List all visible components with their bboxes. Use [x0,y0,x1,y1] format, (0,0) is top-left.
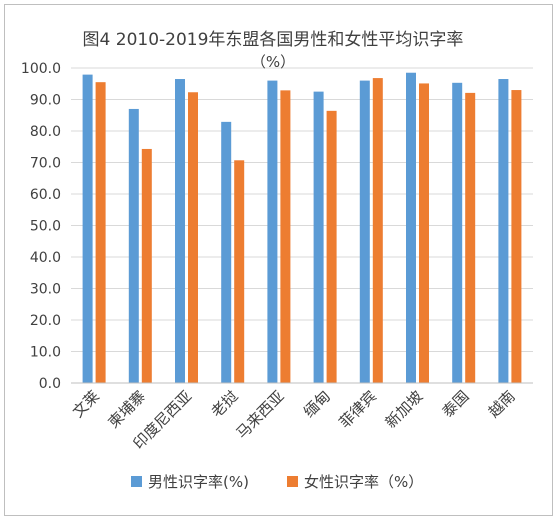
bar-male-0 [82,74,93,384]
bar-male-2 [175,79,185,384]
legend-swatch-female [287,476,298,487]
legend: 男性识字率(%) 女性识字率（%） [131,473,423,491]
legend-swatch-male [131,476,142,487]
bar-male-3 [221,121,232,384]
y-tick-label: 20.0 [30,313,61,329]
x-tick-label: 柬埔寨 [105,387,150,432]
bar-female-4 [280,90,291,384]
legend-label-male: 男性识字率(%) [148,473,249,491]
y-axis-ticks: 0.0 10.0 20.0 30.0 40.0 50.0 60.0 70.0 80.0 90.0 1… [21,61,61,392]
bar-female-8 [465,92,476,383]
chart-frame: 0.0 10.0 20.0 30.0 40.0 50.0 60.0 70.0 80.0 90.0 1… [4,4,553,516]
x-tick-label: 越南 [485,387,519,421]
x-tick-label: 菲律宾 [336,387,381,432]
bar-male-7 [406,72,416,383]
y-tick-label: 40.0 [30,250,61,266]
bar-male-5 [313,91,324,383]
y-tick-label: 100.0 [21,61,61,77]
gridlines [71,67,533,352]
bar-female-5 [326,110,337,383]
y-tick-label: 30.0 [30,282,61,298]
bar-male-9 [498,79,509,384]
bar-male-4 [267,80,278,383]
bar-chart: 0.0 10.0 20.0 30.0 40.0 50.0 60.0 70.0 80.0 90.0 1… [21,30,533,491]
x-tick-label: 缅甸 [300,387,334,421]
chart-subtitle: （%） [251,53,295,71]
legend-label-female: 女性识字率（%） [304,473,423,491]
chart-title: 图4 2010-2019年东盟各国男性和女性平均识字率 [83,30,464,50]
x-tick-label: 马来西亚 [233,387,288,442]
bar-male-1 [128,108,139,383]
y-tick-label: 0.0 [39,376,61,392]
y-tick-label: 90.0 [30,93,61,109]
bar-male-8 [452,82,463,384]
bar-female-2 [188,92,198,383]
y-tick-label: 10.0 [30,345,61,361]
x-tick-label: 老挝 [208,387,242,421]
y-tick-label: 70.0 [30,156,61,172]
x-tick-label: 新加坡 [382,387,427,432]
bar-female-6 [372,78,383,383]
bar-male-6 [359,80,370,383]
y-tick-label: 50.0 [30,219,61,235]
bar-female-7 [419,83,429,383]
bar-female-9 [511,90,522,384]
y-tick-label: 60.0 [30,187,61,203]
bar-female-0 [95,82,106,384]
x-tick-label: 文莱 [69,387,103,421]
x-tick-label: 泰国 [439,387,473,421]
bar-female-1 [141,148,152,383]
y-tick-label: 80.0 [30,124,61,140]
bars [82,72,522,384]
bar-female-3 [234,160,245,383]
